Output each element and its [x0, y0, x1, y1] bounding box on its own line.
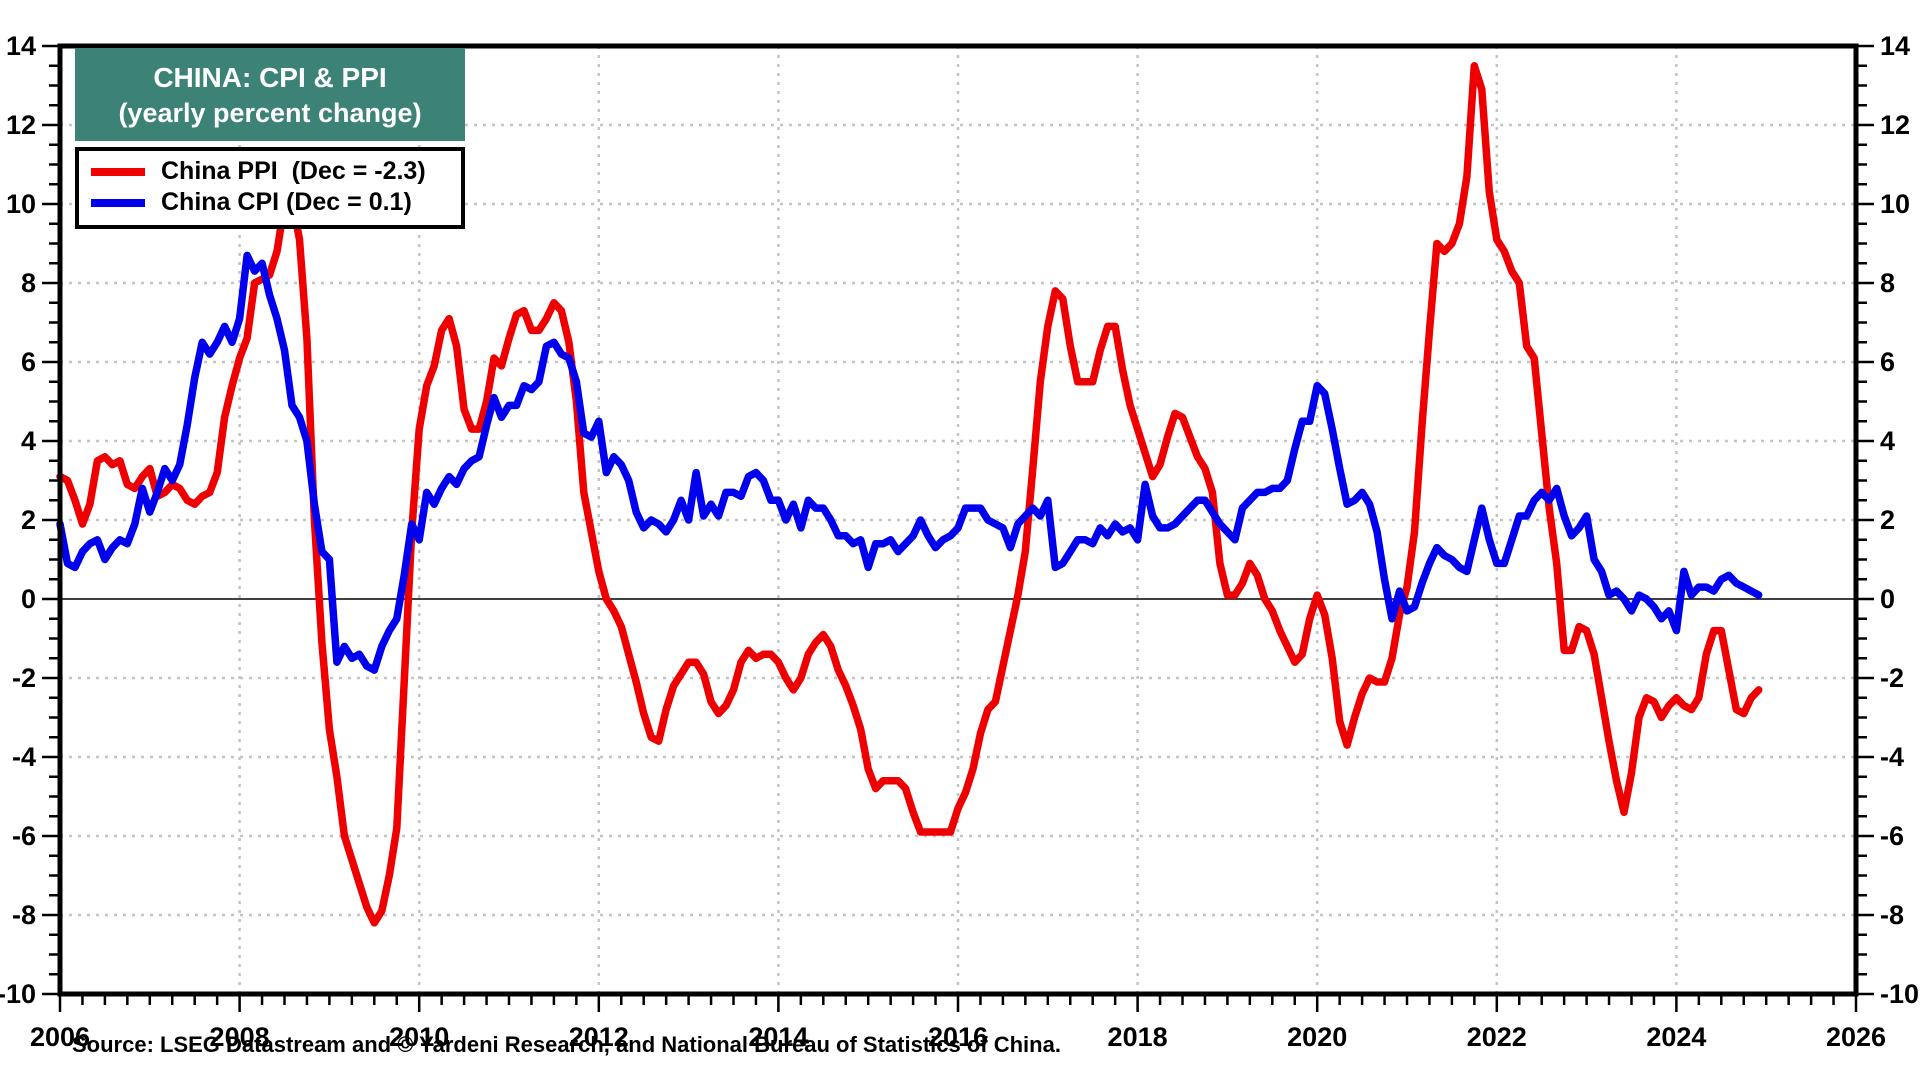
cpi-line [56, 251, 1763, 674]
y-tick-label-right: 12 [1880, 110, 1910, 140]
legend-item-ppi: China PPI (Dec = -2.3) [91, 156, 451, 187]
axis-labels: 2006 2008 2010 2012 2014 2016 2018 2020 2022 2024… [0, 31, 1919, 1052]
x-tick-label: 2014 [748, 1022, 808, 1052]
x-tick-label: 2008 [210, 1022, 270, 1052]
chart-title: CHINA: CPI & PPI [153, 62, 387, 94]
x-tick-label: 2010 [389, 1022, 449, 1052]
ppi-line [56, 62, 1763, 927]
y-tick-label-left: -8 [12, 900, 36, 930]
chart-title-box: CHINA: CPI & PPI (yearly percent change) [75, 48, 465, 141]
ppi-line-swatch [91, 167, 145, 176]
y-tick-label-right: 0 [1880, 584, 1895, 614]
y-tick-label-right: 6 [1880, 347, 1895, 377]
source-note: Source: LSEG Datastream and © Yardeni Re… [72, 1032, 1061, 1057]
y-tick-label-right: 14 [1880, 31, 1910, 61]
x-tick-label: 2016 [928, 1022, 988, 1052]
cpi-line-swatch [91, 198, 145, 207]
x-tick-label: 2018 [1108, 1022, 1168, 1052]
legend-item-cpi: China CPI (Dec = 0.1) [91, 187, 451, 218]
y-tick-label-right: -8 [1880, 900, 1904, 930]
plot-border [57, 43, 1859, 997]
axis-ticks [42, 44, 1874, 1012]
x-tick-label: 2012 [569, 1022, 629, 1052]
x-tick-label: 2006 [30, 1022, 90, 1052]
y-tick-label-left: 10 [6, 189, 36, 219]
y-tick-label-left: 12 [6, 110, 36, 140]
y-tick-label-left: -10 [0, 979, 36, 1009]
x-tick-label: 2024 [1646, 1022, 1706, 1052]
y-tick-label-right: 10 [1880, 189, 1910, 219]
y-tick-label-right: 4 [1880, 426, 1895, 456]
y-tick-label-left: 14 [6, 31, 36, 61]
y-tick-label-right: -10 [1880, 979, 1919, 1009]
x-tick-label: 2022 [1467, 1022, 1527, 1052]
x-tick-label: 2026 [1826, 1022, 1886, 1052]
y-tick-label-right: -2 [1880, 663, 1904, 693]
x-tick-label: 2020 [1287, 1022, 1347, 1052]
y-tick-label-left: -2 [12, 663, 36, 693]
legend: China PPI (Dec = -2.3) China CPI (Dec = … [75, 147, 465, 229]
y-tick-label-left: 4 [21, 426, 36, 456]
gridlines [60, 46, 1856, 994]
y-tick-label-left: -4 [12, 742, 36, 772]
y-tick-label-right: -4 [1880, 742, 1904, 772]
y-tick-label-right: -6 [1880, 821, 1904, 851]
y-tick-label-left: -6 [12, 821, 36, 851]
y-tick-label-left: 8 [21, 268, 36, 298]
y-tick-label-left: 6 [21, 347, 36, 377]
cpi-legend-label: China CPI (Dec = 0.1) [161, 188, 412, 216]
y-tick-label-right: 8 [1880, 268, 1895, 298]
y-tick-label-left: 2 [21, 505, 36, 535]
ppi-legend-label: China PPI (Dec = -2.3) [161, 157, 426, 185]
y-tick-label-right: 2 [1880, 505, 1895, 535]
y-tick-label-left: 0 [21, 584, 36, 614]
chart-subtitle: (yearly percent change) [118, 98, 422, 129]
